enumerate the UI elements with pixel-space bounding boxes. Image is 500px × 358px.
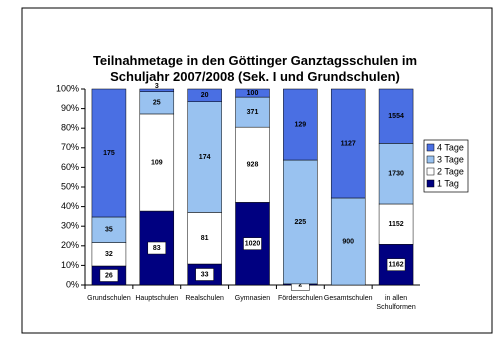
data-label: 225 — [295, 219, 307, 226]
data-label: 174 — [199, 154, 211, 161]
legend-swatch — [426, 155, 435, 164]
bar-segment — [330, 88, 366, 199]
x-tick-label: Gymnasien — [235, 295, 271, 302]
data-label: 1127 — [341, 140, 356, 147]
y-tick-label: 60% — [61, 162, 79, 172]
bar-segment — [139, 88, 175, 92]
data-label-box — [99, 269, 119, 282]
y-tick-label: 80% — [61, 123, 79, 133]
data-label: 33 — [201, 271, 209, 278]
bar-segment — [378, 203, 414, 245]
x-tick-label: Förderschulen — [278, 295, 323, 302]
data-label: 1152 — [388, 221, 403, 228]
data-label: 371 — [247, 109, 259, 116]
bar-segment — [283, 159, 318, 285]
data-label: 1730 — [388, 171, 404, 178]
chart-title: Teilnahmetage in den Göttinger Ganztagss… — [93, 53, 417, 84]
bar-segment — [139, 113, 175, 212]
data-label: 1162 — [388, 262, 403, 269]
x-tick-label: Realschulen — [185, 295, 224, 302]
legend-label: 2 Tage — [437, 166, 464, 176]
bar-segment — [330, 197, 366, 286]
data-label: 32 — [105, 251, 113, 258]
legend-swatch — [426, 167, 435, 176]
data-label: 1554 — [388, 113, 404, 120]
data-label-box — [147, 241, 167, 255]
data-label: 928 — [247, 162, 259, 169]
x-tick-label: Gesamtschulen — [324, 295, 373, 302]
data-label: 900 — [342, 238, 354, 245]
data-label: 175 — [103, 150, 115, 157]
x-tick-label: in allen Schulformen — [376, 295, 415, 311]
data-label: 2 — [298, 281, 302, 288]
data-label: 109 — [151, 159, 163, 166]
data-label: 83 — [153, 245, 161, 252]
data-label: 1020 — [245, 241, 261, 248]
y-tick-label: 10% — [61, 260, 79, 270]
data-label: 81 — [201, 235, 209, 242]
legend-swatch — [426, 143, 435, 152]
bar-segment — [187, 88, 222, 102]
data-label: 35 — [105, 227, 113, 234]
y-tick-label: 40% — [61, 201, 79, 211]
y-tick-label: 20% — [61, 240, 79, 250]
data-label: 26 — [105, 272, 113, 279]
y-tick-label: 50% — [61, 181, 79, 191]
x-tick-label: Grundschulen — [87, 295, 131, 302]
bar-segment — [187, 212, 222, 265]
data-label: 3 — [155, 83, 159, 90]
data-label-box — [243, 237, 262, 250]
y-tick-label: 70% — [61, 142, 79, 152]
data-label-box — [195, 268, 214, 281]
bar-segment — [235, 126, 270, 203]
legend-swatch — [426, 179, 435, 188]
data-label: 25 — [153, 100, 161, 107]
bar-segment — [91, 216, 127, 243]
data-label: 100 — [247, 90, 259, 97]
bar-segment — [235, 96, 270, 128]
legend-label: 1 Tag — [437, 178, 459, 188]
bar-segment — [235, 88, 270, 98]
bar-segment — [378, 88, 414, 144]
data-label: 20 — [201, 92, 209, 99]
bar-segment — [378, 143, 414, 205]
data-label-box — [386, 258, 406, 271]
y-tick-label: 0% — [66, 279, 79, 289]
legend-label: 3 Tage — [437, 154, 464, 164]
bar-segment — [187, 101, 222, 213]
y-tick-label: 100% — [56, 83, 79, 93]
legend-label: 4 Tage — [437, 142, 464, 152]
bar-segment — [283, 88, 318, 161]
y-tick-label: 90% — [61, 103, 79, 113]
data-label: 129 — [295, 121, 307, 128]
y-tick-label: 30% — [61, 221, 79, 231]
x-tick-label: Hauptschulen — [135, 295, 178, 302]
bar-segment — [91, 88, 127, 218]
